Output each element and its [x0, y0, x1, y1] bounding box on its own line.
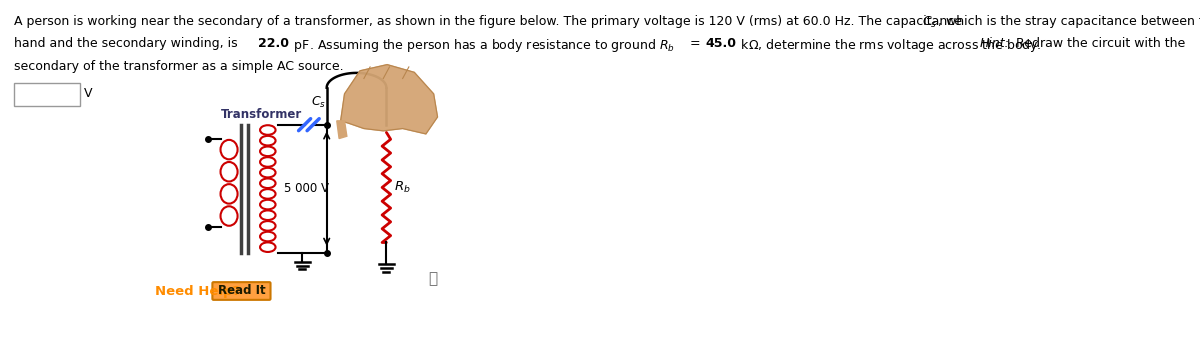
- Text: pF. Assuming the person has a body resistance to ground $R_b$: pF. Assuming the person has a body resis…: [290, 37, 676, 54]
- FancyBboxPatch shape: [212, 282, 270, 300]
- Text: Need Help?: Need Help?: [156, 284, 241, 298]
- Text: secondary of the transformer as a simple AC source.: secondary of the transformer as a simple…: [14, 60, 344, 73]
- Text: $C_s$: $C_s$: [311, 95, 326, 110]
- Text: =: =: [686, 37, 706, 50]
- Text: 5 000 V: 5 000 V: [283, 182, 329, 195]
- Polygon shape: [341, 65, 438, 134]
- Text: A person is working near the secondary of a transformer, as shown in the figure : A person is working near the secondary o…: [14, 15, 966, 28]
- Text: , which is the stray capacitance between the: , which is the stray capacitance between…: [938, 15, 1200, 28]
- Text: Hint:: Hint:: [979, 37, 1009, 50]
- Text: k$\Omega$, determine the rms voltage across the body.: k$\Omega$, determine the rms voltage acr…: [737, 37, 1043, 54]
- Text: $C_s$: $C_s$: [922, 15, 937, 30]
- Text: ⓘ: ⓘ: [428, 271, 438, 286]
- Text: V: V: [84, 87, 92, 100]
- Text: hand and the secondary winding, is: hand and the secondary winding, is: [14, 37, 242, 50]
- Text: $R_b$: $R_b$: [394, 180, 410, 195]
- Text: Transformer: Transformer: [221, 108, 302, 121]
- Polygon shape: [337, 121, 347, 138]
- Text: Redraw the circuit with the: Redraw the circuit with the: [1012, 37, 1184, 50]
- Text: Read It: Read It: [217, 284, 265, 298]
- Text: 45.0: 45.0: [706, 37, 737, 50]
- Text: 22.0: 22.0: [258, 37, 289, 50]
